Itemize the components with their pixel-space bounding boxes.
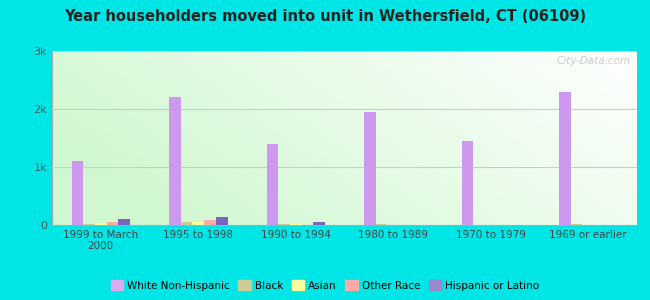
Bar: [169, 98, 181, 225]
Text: Year householders moved into unit in Wethersfield, CT (06109): Year householders moved into unit in Wet…: [64, 9, 586, 24]
Bar: [216, 218, 228, 225]
Bar: [118, 219, 130, 225]
Bar: [462, 141, 473, 225]
Bar: [313, 222, 325, 225]
Bar: [571, 224, 582, 225]
Bar: [387, 224, 399, 225]
Bar: [95, 223, 107, 225]
Bar: [181, 222, 192, 225]
Bar: [204, 220, 216, 225]
Bar: [192, 222, 204, 225]
Bar: [559, 92, 571, 225]
Bar: [83, 224, 95, 225]
Bar: [376, 224, 387, 225]
Text: City-Data.com: City-Data.com: [557, 56, 631, 66]
Bar: [411, 224, 422, 225]
Bar: [290, 224, 302, 225]
Bar: [72, 161, 83, 225]
Bar: [364, 112, 376, 225]
Bar: [266, 144, 278, 225]
Bar: [399, 224, 411, 225]
Bar: [302, 224, 313, 225]
Legend: White Non-Hispanic, Black, Asian, Other Race, Hispanic or Latino: White Non-Hispanic, Black, Asian, Other …: [107, 276, 543, 295]
Bar: [594, 224, 606, 225]
Bar: [278, 224, 290, 225]
Bar: [107, 221, 118, 225]
